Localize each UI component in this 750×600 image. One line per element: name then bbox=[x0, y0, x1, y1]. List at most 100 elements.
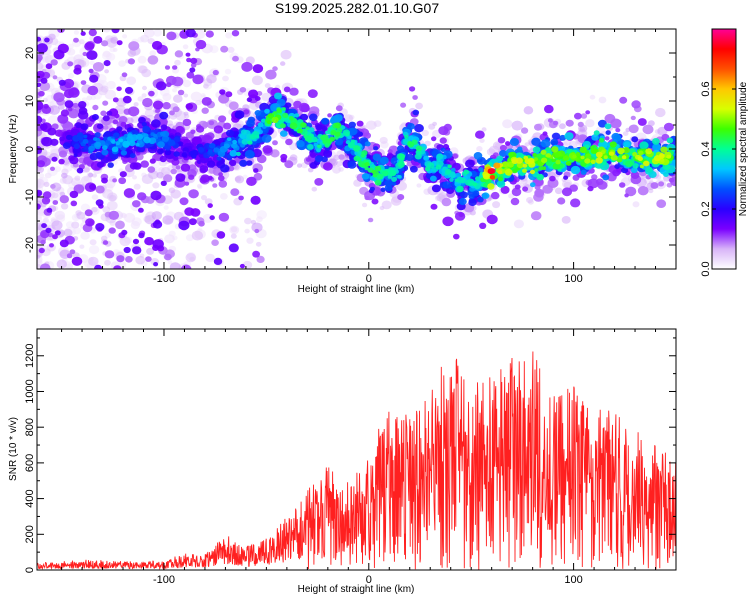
spectrogram-cell bbox=[93, 36, 103, 44]
spectrogram-cell bbox=[289, 122, 298, 130]
spectrogram-cell bbox=[137, 192, 147, 201]
spectrogram-cell bbox=[220, 193, 228, 200]
spectrogram-cell bbox=[572, 154, 577, 159]
spectrogram-cell bbox=[619, 182, 626, 188]
spectrogram-cell bbox=[45, 227, 52, 234]
spectrogram-cell bbox=[505, 141, 511, 146]
spectrogram-cell bbox=[585, 119, 595, 128]
spectrogram-cell bbox=[159, 155, 167, 163]
spectrogram-cell bbox=[209, 215, 215, 221]
spectrogram-cell bbox=[371, 198, 379, 205]
spectrogram-cell bbox=[220, 164, 230, 173]
spectrogram-cell bbox=[39, 123, 48, 131]
spectrogram-ytick-label: 20 bbox=[24, 47, 36, 59]
spectrogram-cell bbox=[666, 182, 673, 188]
spectrogram-cell bbox=[587, 178, 599, 189]
spectrogram-cell bbox=[239, 87, 247, 93]
spectrogram-cell bbox=[141, 93, 147, 98]
spectrogram-cell bbox=[307, 144, 314, 150]
spectrogram-cell bbox=[639, 164, 645, 169]
spectrogram-cell bbox=[479, 138, 485, 144]
spectrogram-cell bbox=[247, 140, 253, 145]
spectrogram-cell bbox=[185, 253, 197, 263]
spectrogram-cell bbox=[439, 137, 447, 144]
spectrogram-cell bbox=[116, 86, 122, 92]
spectrogram-cell bbox=[82, 51, 88, 57]
spectrogram-cell bbox=[666, 154, 672, 159]
spectrogram-cell bbox=[71, 221, 80, 229]
spectrogram-cell bbox=[161, 135, 170, 142]
spectrogram-cell bbox=[512, 168, 518, 174]
spectrogram-cell bbox=[115, 220, 125, 230]
spectrogram-cell bbox=[80, 123, 89, 131]
spectrogram-cell bbox=[226, 129, 234, 137]
spectrogram-cell bbox=[251, 222, 263, 233]
spectrogram-cell bbox=[37, 70, 45, 79]
spectrogram-cell bbox=[442, 216, 454, 227]
spectrogram-cell bbox=[668, 177, 675, 183]
snr-xlabel: Height of straight line (km) bbox=[298, 584, 415, 595]
spectrogram-cell bbox=[88, 245, 100, 255]
spectrogram-cell bbox=[431, 136, 437, 142]
spectrogram-cell bbox=[207, 203, 213, 209]
spectrogram-cell bbox=[79, 244, 85, 249]
spectrogram-cell bbox=[532, 146, 541, 153]
spectrogram-cell bbox=[73, 67, 82, 75]
spectrogram-cell bbox=[185, 234, 194, 242]
spectrogram-cell bbox=[88, 68, 94, 74]
spectrogram-cell bbox=[228, 165, 235, 172]
spectrogram-cell bbox=[73, 184, 85, 194]
spectrogram-cell bbox=[208, 120, 215, 126]
spectrogram-cell bbox=[54, 230, 61, 236]
spectrogram-cell bbox=[234, 110, 245, 119]
spectrogram-cell bbox=[91, 207, 98, 213]
spectrogram-cell bbox=[397, 161, 405, 168]
spectrogram-cell bbox=[388, 169, 397, 177]
spectrogram-cell bbox=[441, 197, 452, 207]
spectrogram-cell bbox=[102, 29, 111, 33]
spectrogram-ytick-label: 0 bbox=[24, 146, 36, 152]
spectrogram-cell bbox=[241, 61, 253, 72]
spectrogram-cell bbox=[590, 159, 596, 164]
spectrogram-cell bbox=[545, 153, 552, 158]
spectrogram-cell bbox=[87, 122, 93, 128]
spectrogram-cell bbox=[164, 149, 172, 156]
spectrogram-cell bbox=[251, 75, 263, 86]
spectrogram-cell bbox=[621, 167, 629, 174]
spectrogram-cell bbox=[63, 78, 75, 89]
spectrogram-cell bbox=[305, 157, 311, 162]
spectrogram-cell bbox=[412, 109, 420, 116]
spectrogram-cell bbox=[128, 41, 140, 51]
spectrogram-cell bbox=[547, 118, 553, 123]
spectrogram-cell bbox=[116, 255, 125, 263]
spectrogram-cell bbox=[601, 160, 607, 166]
spectrogram-cell bbox=[163, 205, 169, 210]
spectrogram-cell bbox=[246, 160, 253, 166]
spectrogram-cell bbox=[630, 171, 640, 179]
spectrogram-cell bbox=[580, 155, 585, 160]
spectrogram-cell bbox=[169, 110, 175, 116]
spectrogram-cell bbox=[580, 113, 588, 119]
spectrogram-cell bbox=[232, 55, 239, 62]
spectrogram-cell bbox=[44, 172, 52, 179]
spectrogram-cell bbox=[170, 189, 181, 199]
spectrogram-cell bbox=[212, 69, 219, 76]
spectrogram-cell bbox=[78, 136, 84, 141]
spectrogram-cell bbox=[497, 137, 506, 144]
spectrogram-cell bbox=[338, 154, 345, 160]
spectrogram-cell bbox=[185, 29, 196, 38]
spectrogram-cell bbox=[129, 153, 136, 159]
spectrogram-cell bbox=[54, 129, 63, 137]
spectrogram-cell bbox=[254, 134, 260, 139]
spectrogram-cell bbox=[138, 207, 144, 213]
spectrogram-cell bbox=[106, 80, 116, 90]
spectrogram-cell bbox=[450, 167, 456, 172]
spectrogram-cell bbox=[144, 237, 155, 246]
spectrogram-cell bbox=[209, 143, 216, 149]
spectrogram-cell bbox=[365, 120, 377, 130]
spectrogram-cell bbox=[80, 31, 86, 36]
spectrogram-cell bbox=[638, 150, 644, 156]
spectrogram-cell bbox=[200, 174, 210, 183]
spectrogram-cell bbox=[147, 55, 159, 65]
spectrogram-cell bbox=[304, 135, 312, 142]
